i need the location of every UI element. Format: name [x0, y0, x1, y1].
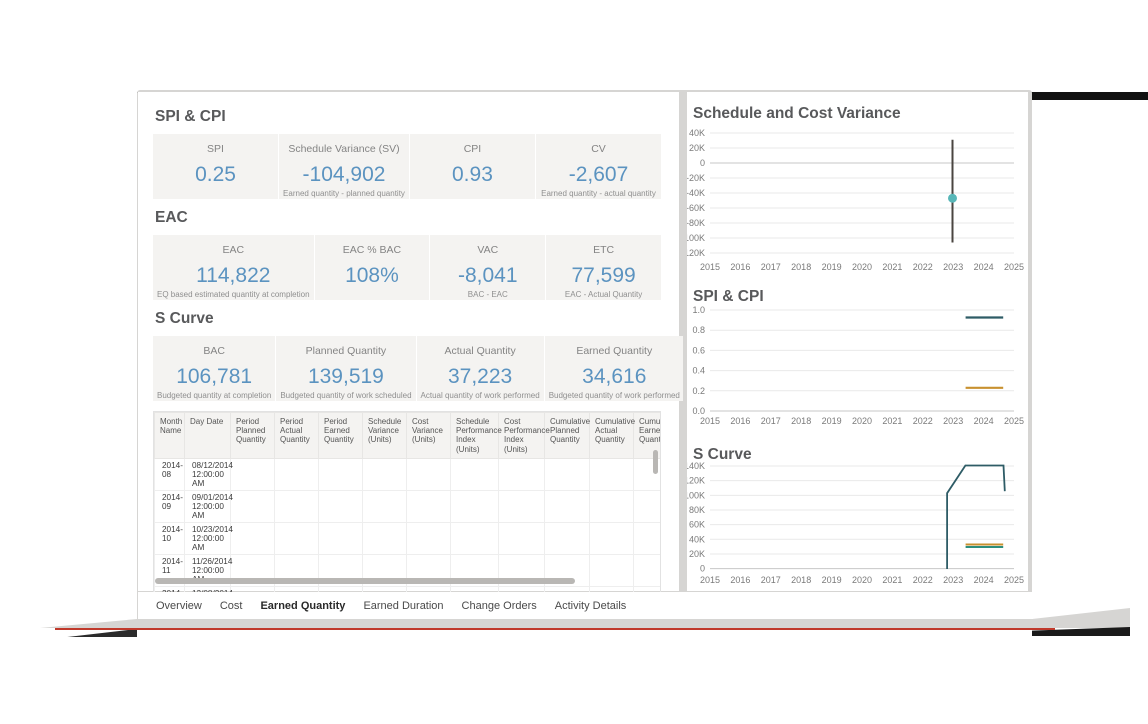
- svg-text:2023: 2023: [943, 575, 963, 585]
- svg-text:2015: 2015: [700, 575, 720, 585]
- svg-text:-40K: -40K: [686, 188, 705, 198]
- svg-text:0.4: 0.4: [692, 366, 705, 376]
- svg-text:2015: 2015: [700, 262, 720, 272]
- svg-text:2020: 2020: [852, 416, 872, 426]
- svg-text:0.0: 0.0: [692, 406, 705, 416]
- svg-text:-20K: -20K: [686, 173, 705, 183]
- svg-text:2019: 2019: [822, 262, 842, 272]
- svg-text:0: 0: [700, 158, 705, 168]
- svg-text:2015: 2015: [700, 416, 720, 426]
- svg-text:0.2: 0.2: [692, 386, 705, 396]
- svg-text:1.0: 1.0: [692, 305, 705, 315]
- svg-text:2018: 2018: [791, 575, 811, 585]
- svg-text:2020: 2020: [852, 575, 872, 585]
- svg-text:2023: 2023: [943, 262, 963, 272]
- svg-text:0: 0: [700, 564, 705, 574]
- svg-text:120K: 120K: [684, 476, 705, 486]
- svg-text:0.8: 0.8: [692, 325, 705, 335]
- svg-text:2022: 2022: [913, 262, 933, 272]
- svg-text:140K: 140K: [684, 461, 705, 471]
- svg-text:-80K: -80K: [686, 218, 705, 228]
- svg-text:-100K: -100K: [683, 233, 705, 243]
- svg-text:2022: 2022: [913, 416, 933, 426]
- svg-text:2016: 2016: [730, 262, 750, 272]
- svg-text:2024: 2024: [974, 262, 994, 272]
- svg-text:60K: 60K: [689, 520, 705, 530]
- svg-text:2025: 2025: [1004, 262, 1024, 272]
- svg-text:-120K: -120K: [683, 248, 705, 258]
- svg-text:2020: 2020: [852, 262, 872, 272]
- svg-text:2016: 2016: [730, 416, 750, 426]
- svg-text:100K: 100K: [684, 490, 705, 500]
- svg-text:2019: 2019: [822, 416, 842, 426]
- svg-text:2021: 2021: [882, 416, 902, 426]
- svg-text:2017: 2017: [761, 416, 781, 426]
- svg-text:2017: 2017: [761, 575, 781, 585]
- svg-text:2019: 2019: [822, 575, 842, 585]
- svg-text:2021: 2021: [882, 262, 902, 272]
- svg-text:2021: 2021: [882, 575, 902, 585]
- svg-text:20K: 20K: [689, 143, 705, 153]
- svg-text:2018: 2018: [791, 262, 811, 272]
- svg-text:2025: 2025: [1004, 575, 1024, 585]
- svg-text:40K: 40K: [689, 128, 705, 138]
- svg-text:40K: 40K: [689, 534, 705, 544]
- svg-text:20K: 20K: [689, 549, 705, 559]
- svg-text:-60K: -60K: [686, 203, 705, 213]
- svg-text:2017: 2017: [761, 262, 781, 272]
- svg-text:2025: 2025: [1004, 416, 1024, 426]
- svg-text:0.6: 0.6: [692, 345, 705, 355]
- svg-text:2024: 2024: [974, 575, 994, 585]
- svg-text:80K: 80K: [689, 505, 705, 515]
- svg-text:2016: 2016: [730, 575, 750, 585]
- svg-text:2024: 2024: [974, 416, 994, 426]
- svg-text:2023: 2023: [943, 416, 963, 426]
- svg-text:2018: 2018: [791, 416, 811, 426]
- svg-text:2022: 2022: [913, 575, 933, 585]
